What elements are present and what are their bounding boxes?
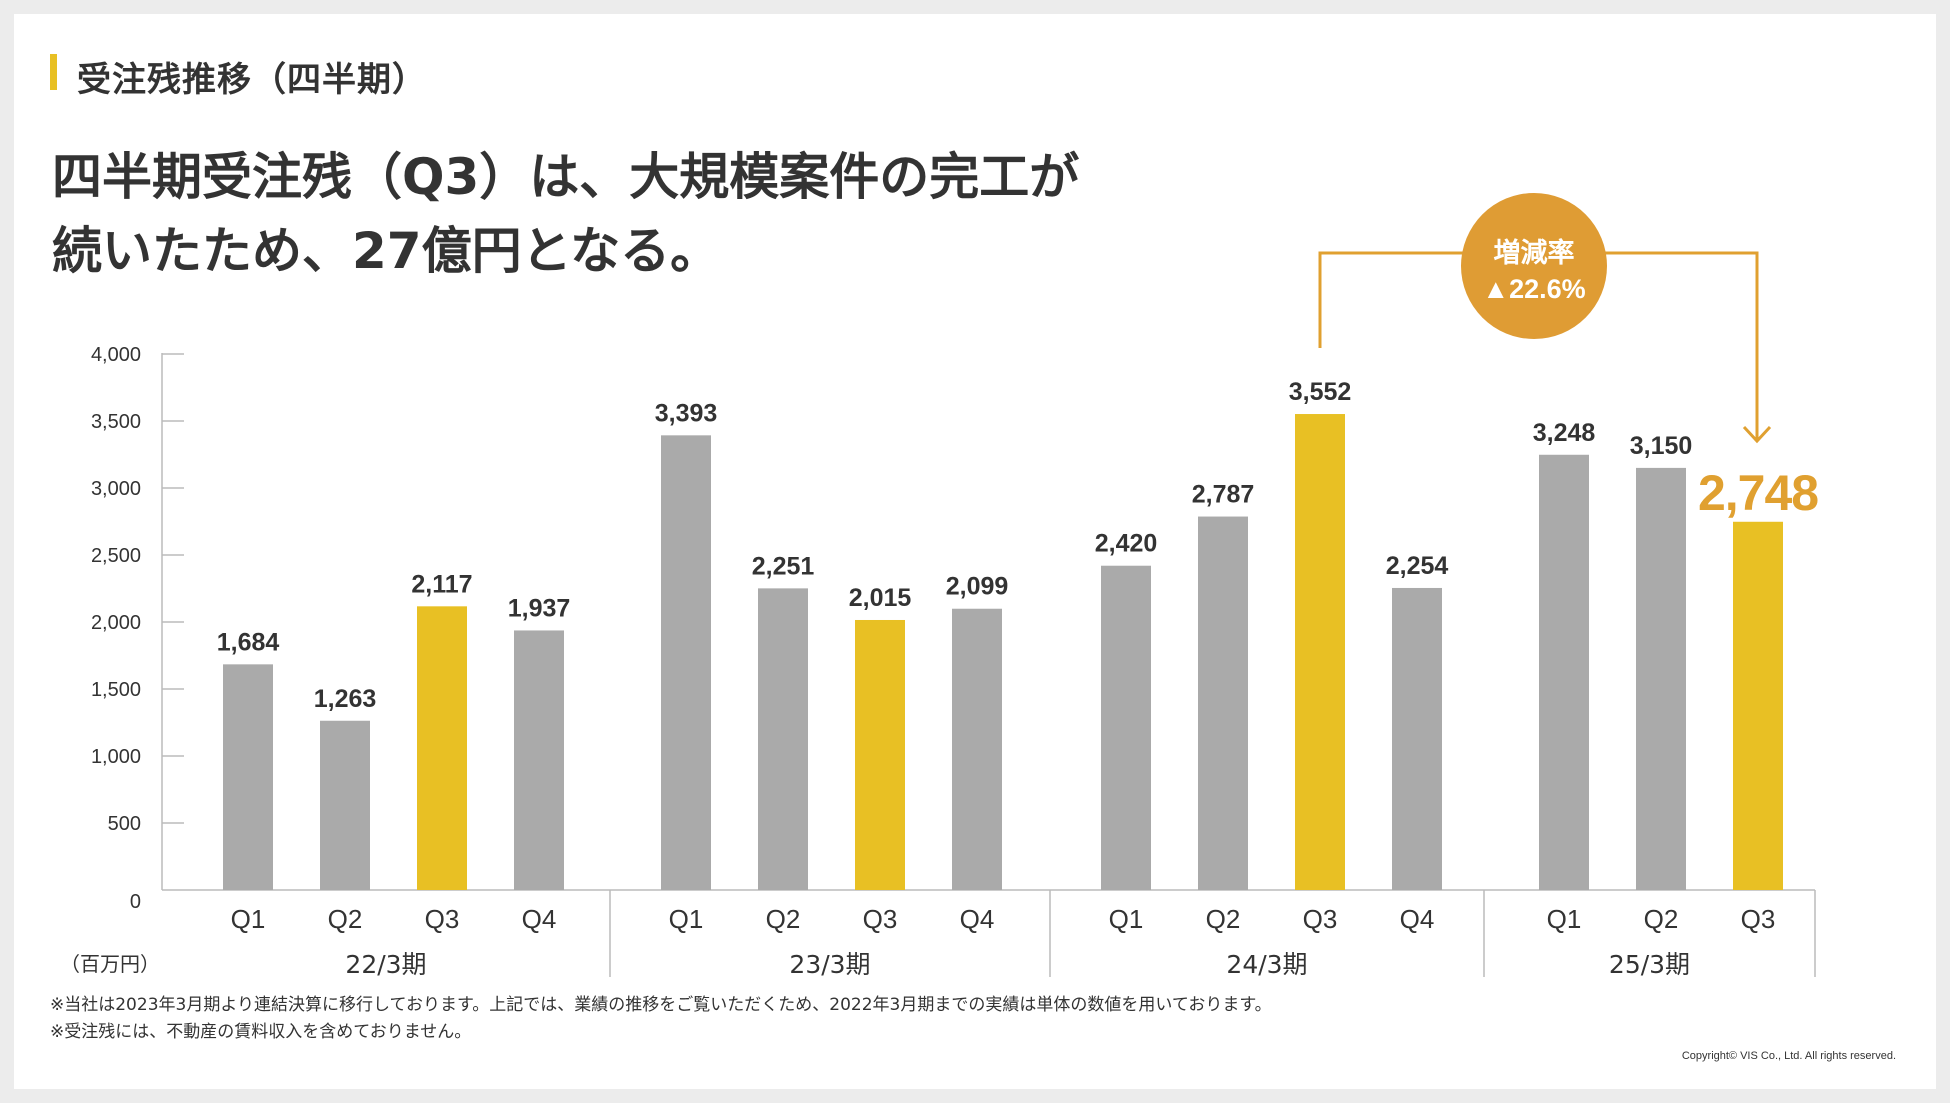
bar: [1198, 516, 1248, 890]
y-tick-label: 2,500: [91, 545, 141, 567]
y-tick-label: 3,500: [91, 411, 141, 433]
bar: [1101, 565, 1151, 890]
copyright: Copyright© VIS Co., Ltd. All rights rese…: [1681, 1050, 1896, 1062]
x-tick-label: Q4: [960, 904, 995, 934]
x-tick-label: Q2: [328, 904, 363, 934]
slide: [14, 14, 1936, 1089]
data-label: 3,248: [1533, 419, 1596, 447]
group-label: 23/3期: [789, 950, 870, 979]
x-tick-label: Q3: [425, 904, 460, 934]
y-tick-label: 2,000: [91, 612, 141, 634]
unit-label: （百万円）: [60, 952, 160, 976]
x-tick-label: Q4: [1400, 904, 1435, 934]
headline-line-1: 四半期受注残（Q3）は、大規模案件の完工が: [52, 148, 1080, 206]
change-rate-badge: [1461, 193, 1607, 339]
data-label: 1,684: [217, 628, 280, 656]
x-tick-label: Q3: [863, 904, 898, 934]
section-title: 受注残推移（四半期）: [77, 60, 427, 100]
data-label: 2,251: [752, 552, 815, 580]
data-label: 2,787: [1192, 481, 1255, 509]
badge-label: 増減率: [1494, 237, 1575, 269]
data-label-emphasis: 2,748: [1698, 465, 1818, 521]
data-label: 3,150: [1630, 432, 1693, 460]
x-tick-label: Q4: [522, 904, 557, 934]
data-label: 1,263: [314, 685, 377, 713]
data-label: 1,937: [508, 594, 571, 622]
x-tick-label: Q1: [1547, 904, 1582, 934]
y-tick-label: 500: [108, 813, 141, 835]
bar: [1539, 454, 1589, 890]
y-tick-label: 1,000: [91, 746, 141, 768]
x-tick-label: Q2: [1644, 904, 1679, 934]
group-label: 24/3期: [1226, 950, 1307, 979]
bar: [1636, 467, 1686, 890]
bar: [661, 435, 711, 890]
group-label: 22/3期: [345, 950, 426, 979]
data-label: 3,552: [1289, 378, 1352, 406]
x-tick-label: Q1: [231, 904, 266, 934]
x-tick-label: Q1: [1109, 904, 1144, 934]
headline: 四半期受注残（Q3）は、大規模案件の完工が 続いたため、27億円となる。: [52, 140, 1079, 288]
bar: [1295, 414, 1345, 890]
y-tick-label: 0: [130, 891, 141, 913]
data-label: 3,393: [655, 399, 718, 427]
bar: [758, 588, 808, 890]
headline-line-2: 続いたため、27億円となる。: [52, 222, 721, 280]
x-tick-label: Q2: [766, 904, 801, 934]
bar: [320, 720, 370, 890]
section-accent-bar: [50, 54, 57, 90]
bar: [1392, 587, 1442, 890]
bar: [514, 630, 564, 890]
bar: [952, 608, 1002, 890]
arrow-head: [1742, 425, 1772, 444]
data-label: 2,254: [1386, 552, 1449, 580]
x-tick-label: Q3: [1741, 904, 1776, 934]
y-tick-label: 3,000: [91, 478, 141, 500]
x-tick-label: Q3: [1303, 904, 1338, 934]
footnote-2: ※受注残には、不動産の賃料収入を含めておりません。: [50, 1022, 472, 1042]
bar: [1733, 521, 1783, 890]
group-label: 25/3期: [1609, 950, 1690, 979]
y-tick-label: 1,500: [91, 679, 141, 701]
bar: [855, 619, 905, 890]
bar: [223, 664, 273, 890]
x-tick-label: Q1: [669, 904, 704, 934]
footnote-1: ※当社は2023年3月期より連結決算に移行しております。上記では、業績の推移をご…: [50, 995, 1272, 1015]
data-label: 2,420: [1095, 530, 1158, 558]
data-label: 2,099: [946, 573, 1009, 601]
data-label: 2,015: [849, 584, 912, 612]
x-tick-label: Q2: [1206, 904, 1241, 934]
y-tick-label: 4,000: [91, 344, 141, 366]
badge-value: ▲22.6%: [1482, 274, 1585, 304]
bar: [417, 606, 467, 890]
data-label: 2,117: [411, 570, 472, 598]
